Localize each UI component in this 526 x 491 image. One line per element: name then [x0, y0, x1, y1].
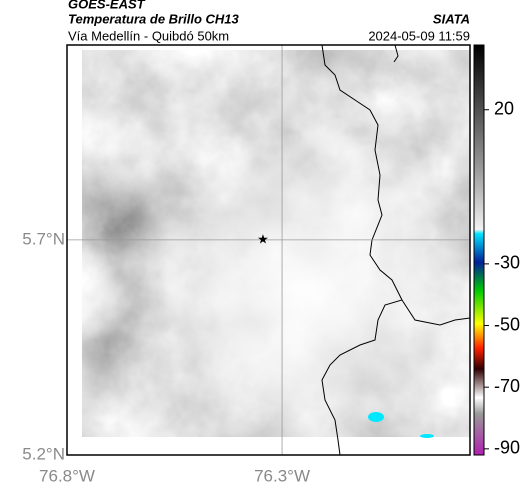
cold-spot [420, 434, 434, 438]
border [401, 299, 471, 326]
source: GOES-EAST [68, 0, 146, 11]
map-frame [66, 44, 471, 456]
x-tick-label: 76.3°W [254, 466, 310, 485]
colorbar-tick-label: -50 [494, 314, 520, 334]
colorbar-tick-label: -90 [494, 438, 520, 458]
colorbar [473, 44, 485, 456]
y-tick-label: 5.2°N [22, 444, 65, 463]
region: Vía Medellín - Quibdó 50km [68, 28, 229, 43]
border [393, 44, 399, 63]
satellite-image [82, 50, 470, 438]
colorbar-tick-label: 20 [494, 98, 514, 118]
boundaries [321, 44, 471, 456]
agency: SIATA [433, 11, 470, 26]
colorbar-tick-label: -70 [494, 376, 520, 396]
bright-area [82, 50, 470, 437]
y-tick-label: 5.7°N [22, 229, 65, 248]
colorbar-tick-label: -30 [494, 253, 520, 273]
border [321, 44, 403, 456]
timestamp: 2024-05-09 11:59 [368, 28, 470, 43]
product: Temperatura de Brillo CH13 [68, 11, 240, 26]
cold-spot [368, 412, 384, 422]
site-marker: ★ [257, 231, 269, 246]
x-tick-label: 76.8°W [39, 466, 95, 485]
